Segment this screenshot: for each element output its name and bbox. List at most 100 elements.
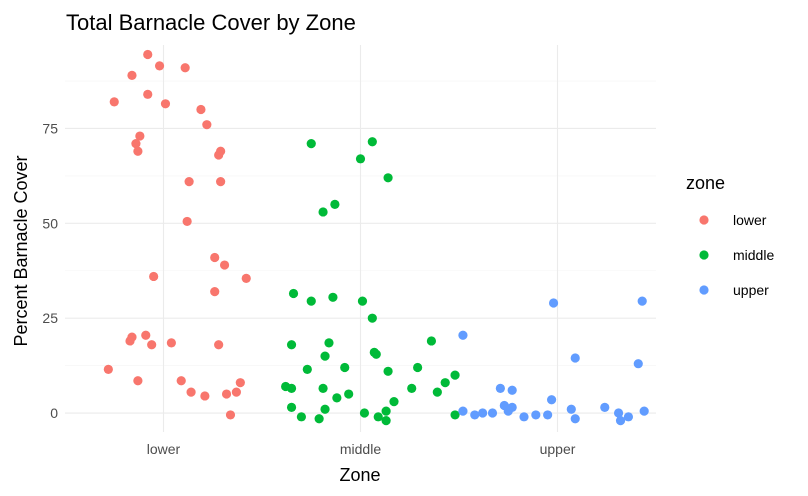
data-point-upper bbox=[546, 395, 557, 405]
data-point-lower bbox=[103, 364, 113, 374]
legend: zone lower middle upper bbox=[686, 173, 774, 298]
data-point-upper bbox=[503, 406, 513, 416]
plot-grid bbox=[65, 45, 656, 432]
data-point-lower bbox=[219, 260, 230, 270]
data-point-upper bbox=[531, 410, 541, 420]
data-point-middle bbox=[340, 362, 350, 373]
data-point-middle bbox=[367, 137, 377, 147]
data-point-lower bbox=[225, 410, 236, 420]
legend-title: zone bbox=[686, 173, 725, 193]
data-point-upper bbox=[570, 414, 580, 424]
data-point-middle bbox=[413, 362, 423, 373]
data-point-middle bbox=[320, 404, 330, 414]
data-point-lower bbox=[133, 376, 143, 386]
data-point-lower bbox=[214, 150, 224, 160]
legend-key-middle bbox=[699, 250, 709, 260]
data-point-upper bbox=[507, 385, 517, 395]
data-point-lower bbox=[160, 99, 171, 109]
data-point-lower bbox=[235, 378, 245, 388]
data-point-upper bbox=[543, 410, 553, 420]
data-point-lower bbox=[149, 271, 159, 282]
data-point-lower bbox=[196, 104, 206, 115]
x-tick-label: upper bbox=[540, 441, 576, 457]
data-point-lower bbox=[135, 131, 145, 141]
data-point-middle bbox=[306, 296, 316, 306]
data-points bbox=[103, 49, 649, 426]
data-point-middle bbox=[355, 154, 366, 164]
data-point-lower bbox=[109, 97, 119, 107]
data-point-upper bbox=[566, 404, 576, 414]
data-point-lower bbox=[214, 340, 224, 350]
data-point-upper bbox=[495, 383, 505, 393]
data-point-middle bbox=[318, 383, 328, 393]
data-point-middle bbox=[450, 410, 460, 420]
data-point-middle bbox=[381, 406, 391, 416]
data-point-middle bbox=[286, 402, 297, 412]
data-point-upper bbox=[639, 406, 649, 416]
x-tick-label: middle bbox=[340, 441, 381, 457]
legend-key-lower bbox=[699, 215, 709, 225]
data-point-middle bbox=[328, 292, 338, 302]
data-point-middle bbox=[344, 389, 354, 399]
data-point-middle bbox=[367, 313, 377, 323]
data-point-middle bbox=[296, 412, 306, 422]
data-point-lower bbox=[141, 330, 151, 340]
legend-key-upper bbox=[699, 285, 709, 295]
data-point-upper bbox=[633, 359, 643, 369]
data-point-upper bbox=[458, 330, 468, 340]
x-tick-label: lower bbox=[147, 441, 181, 457]
data-point-lower bbox=[210, 287, 220, 297]
data-point-middle bbox=[324, 338, 334, 348]
data-point-lower bbox=[176, 376, 186, 386]
data-point-middle bbox=[302, 364, 312, 374]
data-point-upper bbox=[519, 412, 529, 422]
data-point-middle bbox=[371, 349, 381, 359]
data-point-middle bbox=[407, 383, 417, 393]
data-point-upper bbox=[637, 296, 647, 306]
x-axis-ticks: lower middle upper bbox=[147, 441, 576, 457]
data-point-upper bbox=[600, 402, 610, 412]
legend-label-middle: middle bbox=[733, 247, 774, 263]
data-point-lower bbox=[180, 63, 190, 73]
data-point-lower bbox=[216, 176, 226, 187]
data-point-lower bbox=[143, 49, 153, 60]
data-point-lower bbox=[184, 176, 194, 187]
data-point-lower bbox=[231, 387, 241, 397]
data-point-upper bbox=[470, 410, 480, 420]
data-point-upper bbox=[615, 416, 626, 426]
data-point-middle bbox=[332, 393, 342, 403]
data-point-lower bbox=[131, 139, 141, 149]
data-point-lower bbox=[154, 61, 165, 71]
data-point-lower bbox=[241, 273, 251, 283]
data-point-middle bbox=[318, 207, 328, 217]
data-point-lower bbox=[125, 336, 135, 346]
data-point-lower bbox=[143, 89, 153, 99]
data-point-middle bbox=[306, 139, 316, 149]
data-point-lower bbox=[133, 146, 143, 156]
y-axis-title: Percent Barnacle Cover bbox=[11, 155, 31, 346]
data-point-upper bbox=[458, 406, 468, 416]
data-point-upper bbox=[548, 298, 559, 308]
data-point-upper bbox=[487, 408, 498, 418]
data-point-lower bbox=[182, 216, 192, 227]
y-tick-label: 50 bbox=[42, 215, 58, 231]
data-point-middle bbox=[383, 366, 393, 376]
data-point-middle bbox=[286, 340, 297, 350]
data-point-middle bbox=[314, 414, 324, 424]
y-axis-ticks: 0 25 50 75 bbox=[42, 120, 58, 421]
data-point-upper bbox=[623, 412, 634, 422]
y-tick-label: 25 bbox=[42, 310, 58, 326]
data-point-lower bbox=[200, 391, 210, 401]
data-point-lower bbox=[166, 338, 176, 348]
legend-label-lower: lower bbox=[733, 212, 767, 228]
data-point-lower bbox=[221, 389, 232, 399]
data-point-lower bbox=[210, 252, 220, 263]
data-point-middle bbox=[288, 288, 299, 299]
data-point-middle bbox=[381, 416, 391, 426]
data-point-upper bbox=[478, 408, 488, 418]
data-point-lower bbox=[186, 387, 196, 397]
x-axis-title: Zone bbox=[339, 465, 380, 485]
legend-label-upper: upper bbox=[733, 282, 769, 298]
y-tick-label: 0 bbox=[50, 405, 58, 421]
